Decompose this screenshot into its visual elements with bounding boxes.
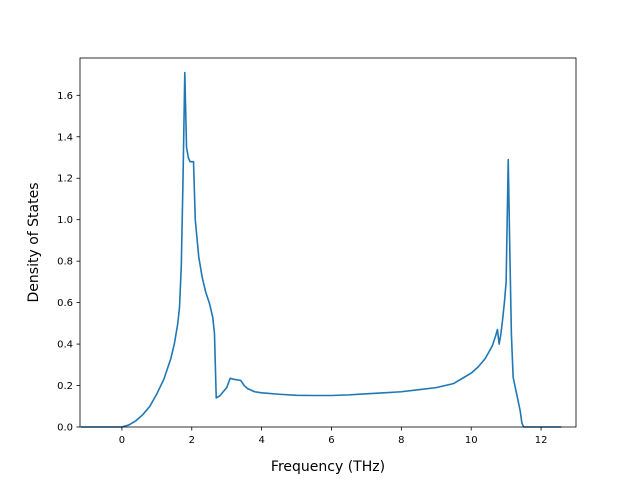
x-axis-ticks: 0 2 4 6 8 10 12 [119, 427, 548, 446]
y-tick-label: 1.6 [57, 91, 73, 102]
y-tick-label: 0.8 [57, 257, 73, 268]
x-tick-label: 6 [328, 435, 334, 446]
x-tick-label: 10 [465, 435, 478, 446]
y-tick-label: 1.0 [57, 215, 73, 226]
y-axis-title: Density of States [26, 183, 42, 303]
x-tick-label: 2 [189, 435, 195, 446]
x-tick-label: 0 [119, 435, 125, 446]
x-tick-label: 8 [398, 435, 404, 446]
y-tick-label: 0.6 [57, 298, 73, 309]
y-tick-label: 1.4 [57, 132, 73, 143]
y-tick-label: 1.2 [57, 174, 73, 185]
y-tick-label: 0.2 [57, 381, 73, 392]
y-tick-label: 0.4 [57, 340, 73, 351]
plot-area [80, 58, 576, 427]
y-axis-ticks: 0.0 0.2 0.4 0.6 0.8 1.0 1.2 1.4 1.6 [57, 91, 80, 434]
axes-frame [79, 57, 577, 428]
dos-series-line [81, 71, 562, 428]
x-axis-title: Frequency (THz) [271, 459, 385, 475]
x-tick-label: 12 [535, 435, 548, 446]
y-tick-label: 0.0 [57, 423, 73, 434]
x-tick-label: 4 [258, 435, 264, 446]
